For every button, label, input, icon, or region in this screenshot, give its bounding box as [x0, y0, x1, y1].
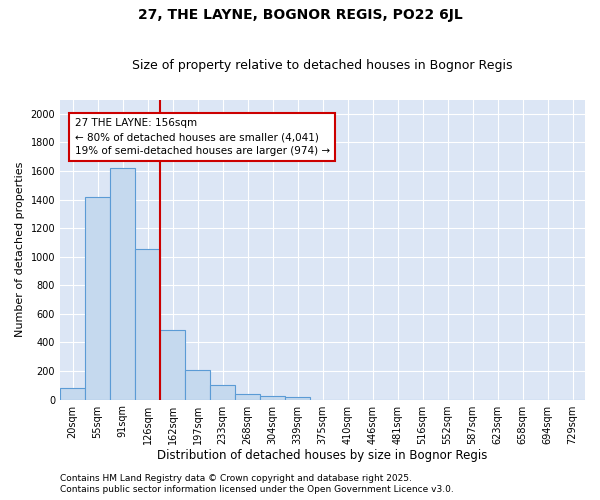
Text: Contains HM Land Registry data © Crown copyright and database right 2025.
Contai: Contains HM Land Registry data © Crown c… — [60, 474, 454, 494]
Bar — [160, 330, 185, 400]
Bar — [135, 249, 160, 400]
Bar — [85, 196, 110, 400]
Bar — [210, 386, 235, 400]
Bar — [60, 388, 85, 400]
X-axis label: Distribution of detached houses by size in Bognor Regis: Distribution of detached houses by size … — [157, 450, 488, 462]
Bar — [185, 370, 210, 400]
Text: 27 THE LAYNE: 156sqm
← 80% of detached houses are smaller (4,041)
19% of semi-de: 27 THE LAYNE: 156sqm ← 80% of detached h… — [74, 118, 329, 156]
Text: 27, THE LAYNE, BOGNOR REGIS, PO22 6JL: 27, THE LAYNE, BOGNOR REGIS, PO22 6JL — [137, 8, 463, 22]
Bar — [235, 394, 260, 400]
Bar — [260, 396, 285, 400]
Y-axis label: Number of detached properties: Number of detached properties — [15, 162, 25, 338]
Bar — [110, 168, 135, 400]
Bar — [285, 397, 310, 400]
Title: Size of property relative to detached houses in Bognor Regis: Size of property relative to detached ho… — [132, 59, 513, 72]
